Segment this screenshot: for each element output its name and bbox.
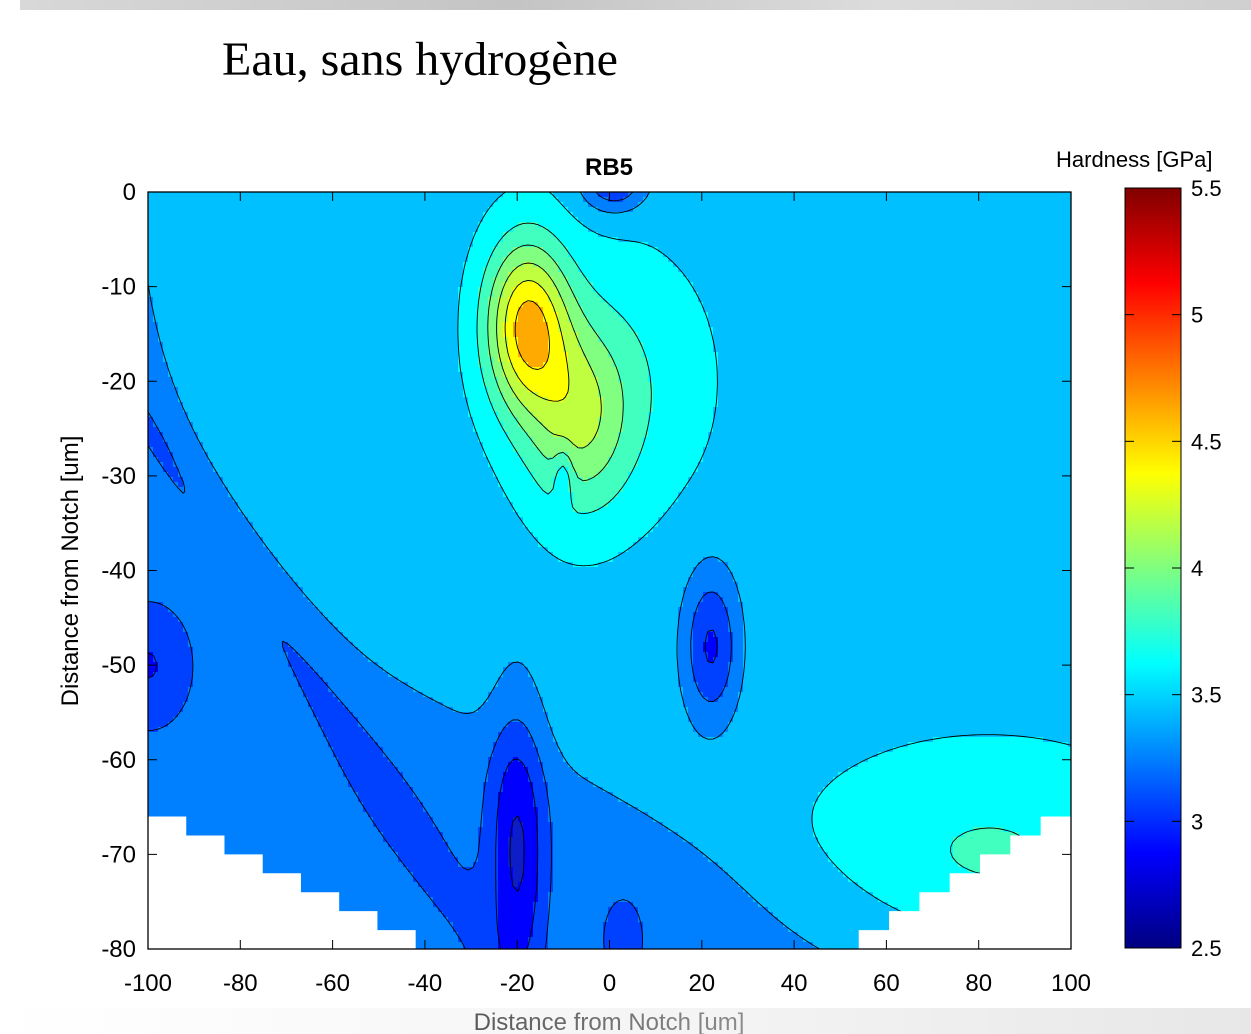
- colorbar-tick-label-5: 5: [1191, 303, 1203, 328]
- contour-band-7: [498, 262, 603, 447]
- contour-band-4: [458, 192, 1071, 942]
- y-tick-label-5: -50: [101, 652, 136, 679]
- x-axis-label: Distance from Notch [um]: [474, 1009, 745, 1034]
- contour-bands: [148, 192, 1071, 949]
- x-tick-label-3: -40: [408, 970, 443, 997]
- y-tick-label-6: -60: [101, 747, 136, 774]
- contour-band-8: [503, 282, 568, 402]
- x-tick-label-8: 60: [873, 970, 900, 997]
- colorbar-tick-label-2: 3.5: [1191, 683, 1222, 708]
- y-tick-label-2: -20: [101, 368, 136, 395]
- y-tick-label-4: -40: [101, 558, 136, 585]
- x-tick-label-0: -100: [124, 970, 172, 997]
- contour-band-9: [513, 302, 548, 367]
- axes: -100 -80 -60 -40 -20 0 20 40 60 80 100 0 -10 -20 -30 -4…: [101, 179, 1091, 997]
- slide-title: Eau, sans hydrogène: [222, 33, 618, 86]
- mask-right: [858, 816, 1071, 949]
- contour-band-2: [148, 192, 818, 949]
- x-tick-label-4: -20: [500, 970, 535, 997]
- x-tick-label-7: 40: [781, 970, 808, 997]
- colorbar-tick-label-4: 4.5: [1191, 429, 1222, 454]
- y-tick-label-7: -70: [101, 841, 136, 868]
- x-tick-label-2: -60: [315, 970, 350, 997]
- slide-top-strip: [20, 0, 1251, 10]
- colorbar: Hardness [GPa] 2.5 3 3.5 4 4.5 5 5.5: [1056, 147, 1222, 961]
- contour-band-6: [488, 247, 623, 482]
- colorbar-tick-label-1: 3: [1191, 809, 1203, 834]
- y-tick-label-0: 0: [123, 179, 136, 206]
- contour-lines: [148, 192, 1071, 949]
- x-tick-label-1: -80: [223, 970, 258, 997]
- mask-left: [148, 816, 416, 949]
- colorbar-tick-label-6: 5.5: [1191, 176, 1222, 201]
- x-tick-label-10: 100: [1051, 970, 1091, 997]
- x-tick-label-6: 20: [688, 970, 715, 997]
- colorbar-tick-label-3: 4: [1191, 556, 1203, 581]
- y-tick-label-8: -80: [101, 936, 136, 963]
- y-axis-label: Distance from Notch [um]: [57, 436, 84, 707]
- y-tick-label-3: -30: [101, 463, 136, 490]
- contour-band-below: [508, 817, 523, 887]
- x-tick-label-5: 0: [603, 970, 616, 997]
- y-tick-label-1: -10: [101, 274, 136, 301]
- chart-title: RB5: [585, 154, 633, 181]
- x-tick-label-9: 80: [965, 970, 992, 997]
- colorbar-label: Hardness [GPa]: [1056, 147, 1213, 172]
- colorbar-tick-label-0: 2.5: [1191, 936, 1222, 961]
